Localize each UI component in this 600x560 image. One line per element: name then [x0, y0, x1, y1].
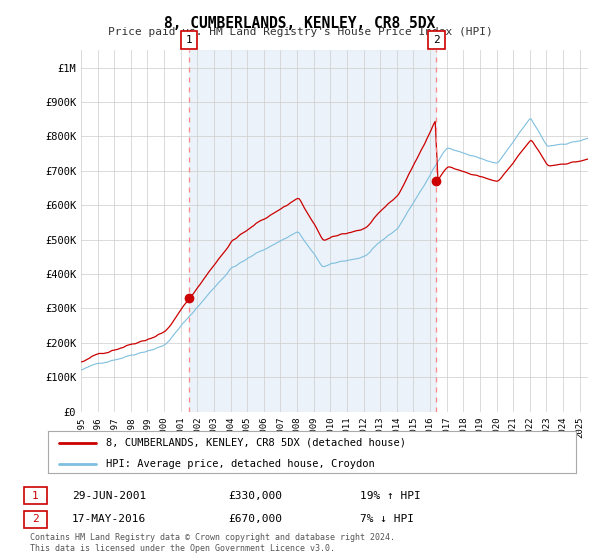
Text: £670,000: £670,000 — [228, 514, 282, 524]
Text: 2: 2 — [32, 514, 39, 524]
Text: 17-MAY-2016: 17-MAY-2016 — [72, 514, 146, 524]
Text: 7% ↓ HPI: 7% ↓ HPI — [360, 514, 414, 524]
Bar — [189, 50, 436, 412]
Text: 29-JUN-2001: 29-JUN-2001 — [72, 491, 146, 501]
Text: Contains HM Land Registry data © Crown copyright and database right 2024.
This d: Contains HM Land Registry data © Crown c… — [30, 533, 395, 553]
Text: 1: 1 — [185, 35, 193, 45]
Text: £330,000: £330,000 — [228, 491, 282, 501]
Text: 1: 1 — [32, 491, 39, 501]
Text: 8, CUMBERLANDS, KENLEY, CR8 5DX (detached house): 8, CUMBERLANDS, KENLEY, CR8 5DX (detache… — [106, 437, 406, 447]
Text: HPI: Average price, detached house, Croydon: HPI: Average price, detached house, Croy… — [106, 459, 375, 469]
Text: 19% ↑ HPI: 19% ↑ HPI — [360, 491, 421, 501]
Text: Price paid vs. HM Land Registry's House Price Index (HPI): Price paid vs. HM Land Registry's House … — [107, 27, 493, 37]
Text: 8, CUMBERLANDS, KENLEY, CR8 5DX: 8, CUMBERLANDS, KENLEY, CR8 5DX — [164, 16, 436, 31]
Text: 2: 2 — [433, 35, 440, 45]
